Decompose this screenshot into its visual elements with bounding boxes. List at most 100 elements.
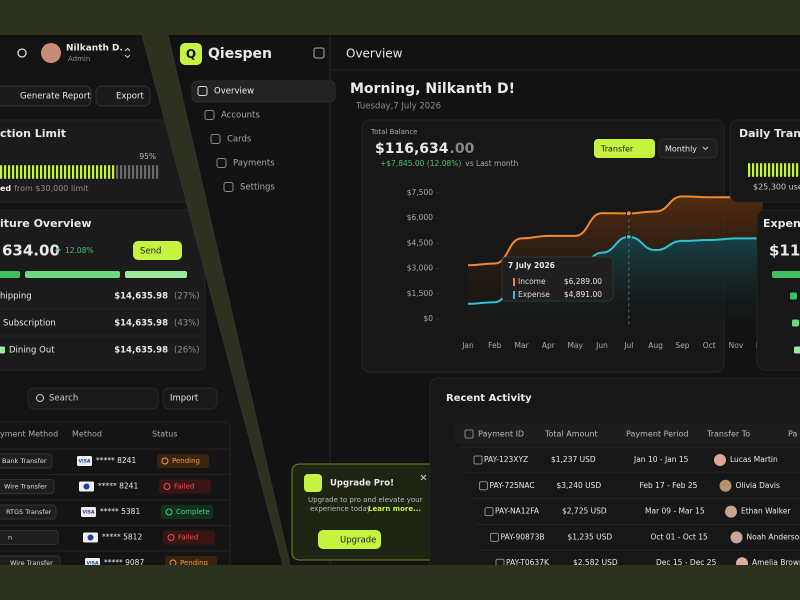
x-tick-label: Jan [461,341,474,350]
nav-icon [216,158,227,168]
nav-item[interactable]: Cards [227,135,252,145]
dropdown[interactable] [658,138,718,159]
bar-stripe [76,165,79,179]
avatar [736,557,748,565]
card-number: ***** 8241 [98,482,138,491]
balance-change: +$7,845.00 (12.08%) [380,159,461,168]
nav-item[interactable]: Overview [214,87,254,97]
card-title: Expendi [763,217,800,230]
legend-dot [790,292,797,300]
brand: Qiespen [208,46,272,62]
dropdown-label: Monthly [665,145,697,154]
tooltip [501,256,614,302]
button[interactable] [594,139,655,158]
table-header: Status [152,430,178,439]
period: Oct 01 - Oct 15 [651,532,708,541]
bar-stripe [44,165,47,179]
payment-id: PAY-725NAC [490,481,535,490]
brand: VISA [87,561,99,567]
status-pill [165,556,217,565]
status-pill [163,530,215,545]
button[interactable] [162,387,218,410]
search-icon [36,394,44,402]
bar-stripe [128,165,131,179]
bar-stripe [96,165,99,179]
status-pill [159,479,211,494]
bar-stripe [40,165,43,179]
bar-stripe [24,165,27,179]
y-tick-label: $7,500 [407,188,433,197]
card-brand [81,507,96,517]
amount: 634.00 [2,242,60,260]
collapse-icon [313,47,325,59]
table-header: Method [72,430,102,439]
note-text: from $30,000 limit [14,184,88,193]
card-number: ***** 8241 [96,456,136,465]
button[interactable] [133,241,182,260]
table-header: Pa [788,430,797,439]
search-box[interactable] [27,387,159,410]
bar-stripe [4,165,7,179]
checkbox[interactable] [464,429,474,439]
checkbox[interactable] [484,507,494,517]
bar-stripe [28,165,31,179]
checkbox[interactable] [479,481,488,491]
bar-stripe [796,163,799,177]
brand: VISA [83,510,95,516]
nav-item[interactable]: Settings [240,183,275,193]
pill [0,555,61,565]
avatar [730,531,743,544]
panel-edge [141,34,284,566]
nav-icon [223,182,234,192]
checkbox[interactable] [490,532,499,542]
x-tick-label: Mar [515,341,530,350]
button-label: Export [116,92,144,102]
button[interactable] [0,85,92,107]
bar-stripe [784,163,787,177]
chevron [702,146,709,151]
nav-item[interactable]: Accounts [221,111,260,121]
bell-icon [17,48,27,58]
avatar [714,454,726,466]
y-tick-label: $3,000 [407,264,433,273]
x-tick-label: May [567,341,583,350]
status: Pending [172,457,200,465]
button-label: Generate Report [20,92,91,102]
pill [0,453,53,469]
bar-stripe [148,165,151,179]
bar-stripe [112,165,115,179]
search-placeholder: Search [49,394,78,404]
upgrade-link[interactable]: Learn more... [368,505,421,513]
bar-stripe [32,165,35,179]
y-tick-label: $6,000 [407,213,433,222]
y-tick-label: $1,500 [407,289,433,298]
button-label: Import [170,394,199,404]
avatar [725,505,737,518]
status-icon [161,457,169,465]
row-amount: $14,635.98 [114,292,168,302]
line [467,195,763,267]
upgrade-icon [304,474,322,492]
bar-stripe [120,165,123,179]
payment-id: PAY-90873B [501,532,545,541]
button[interactable] [318,530,381,549]
row-amount: $14,635.98 [114,319,168,329]
button[interactable] [95,85,151,107]
checkbox[interactable] [473,455,483,465]
method: n [8,534,12,542]
period: Jan 10 - Jan 15 [633,455,689,464]
amount: $3,240 USD [557,481,602,490]
table-header: Payment Period [626,430,689,439]
checkbox[interactable] [495,558,505,567]
daily-note: $25,300 use [753,183,800,192]
amount: $1,235 USD [568,532,613,541]
nav-item[interactable]: Payments [233,159,275,169]
bar-stripe [104,165,107,179]
bar-stripe [88,165,91,179]
row-share: (27%) [174,292,200,302]
bar-stripe [84,165,87,179]
paypal-icon [83,483,90,490]
bar-stripe [132,165,135,179]
nav-icon [197,86,208,96]
method: RTGS Transfer [6,508,52,516]
